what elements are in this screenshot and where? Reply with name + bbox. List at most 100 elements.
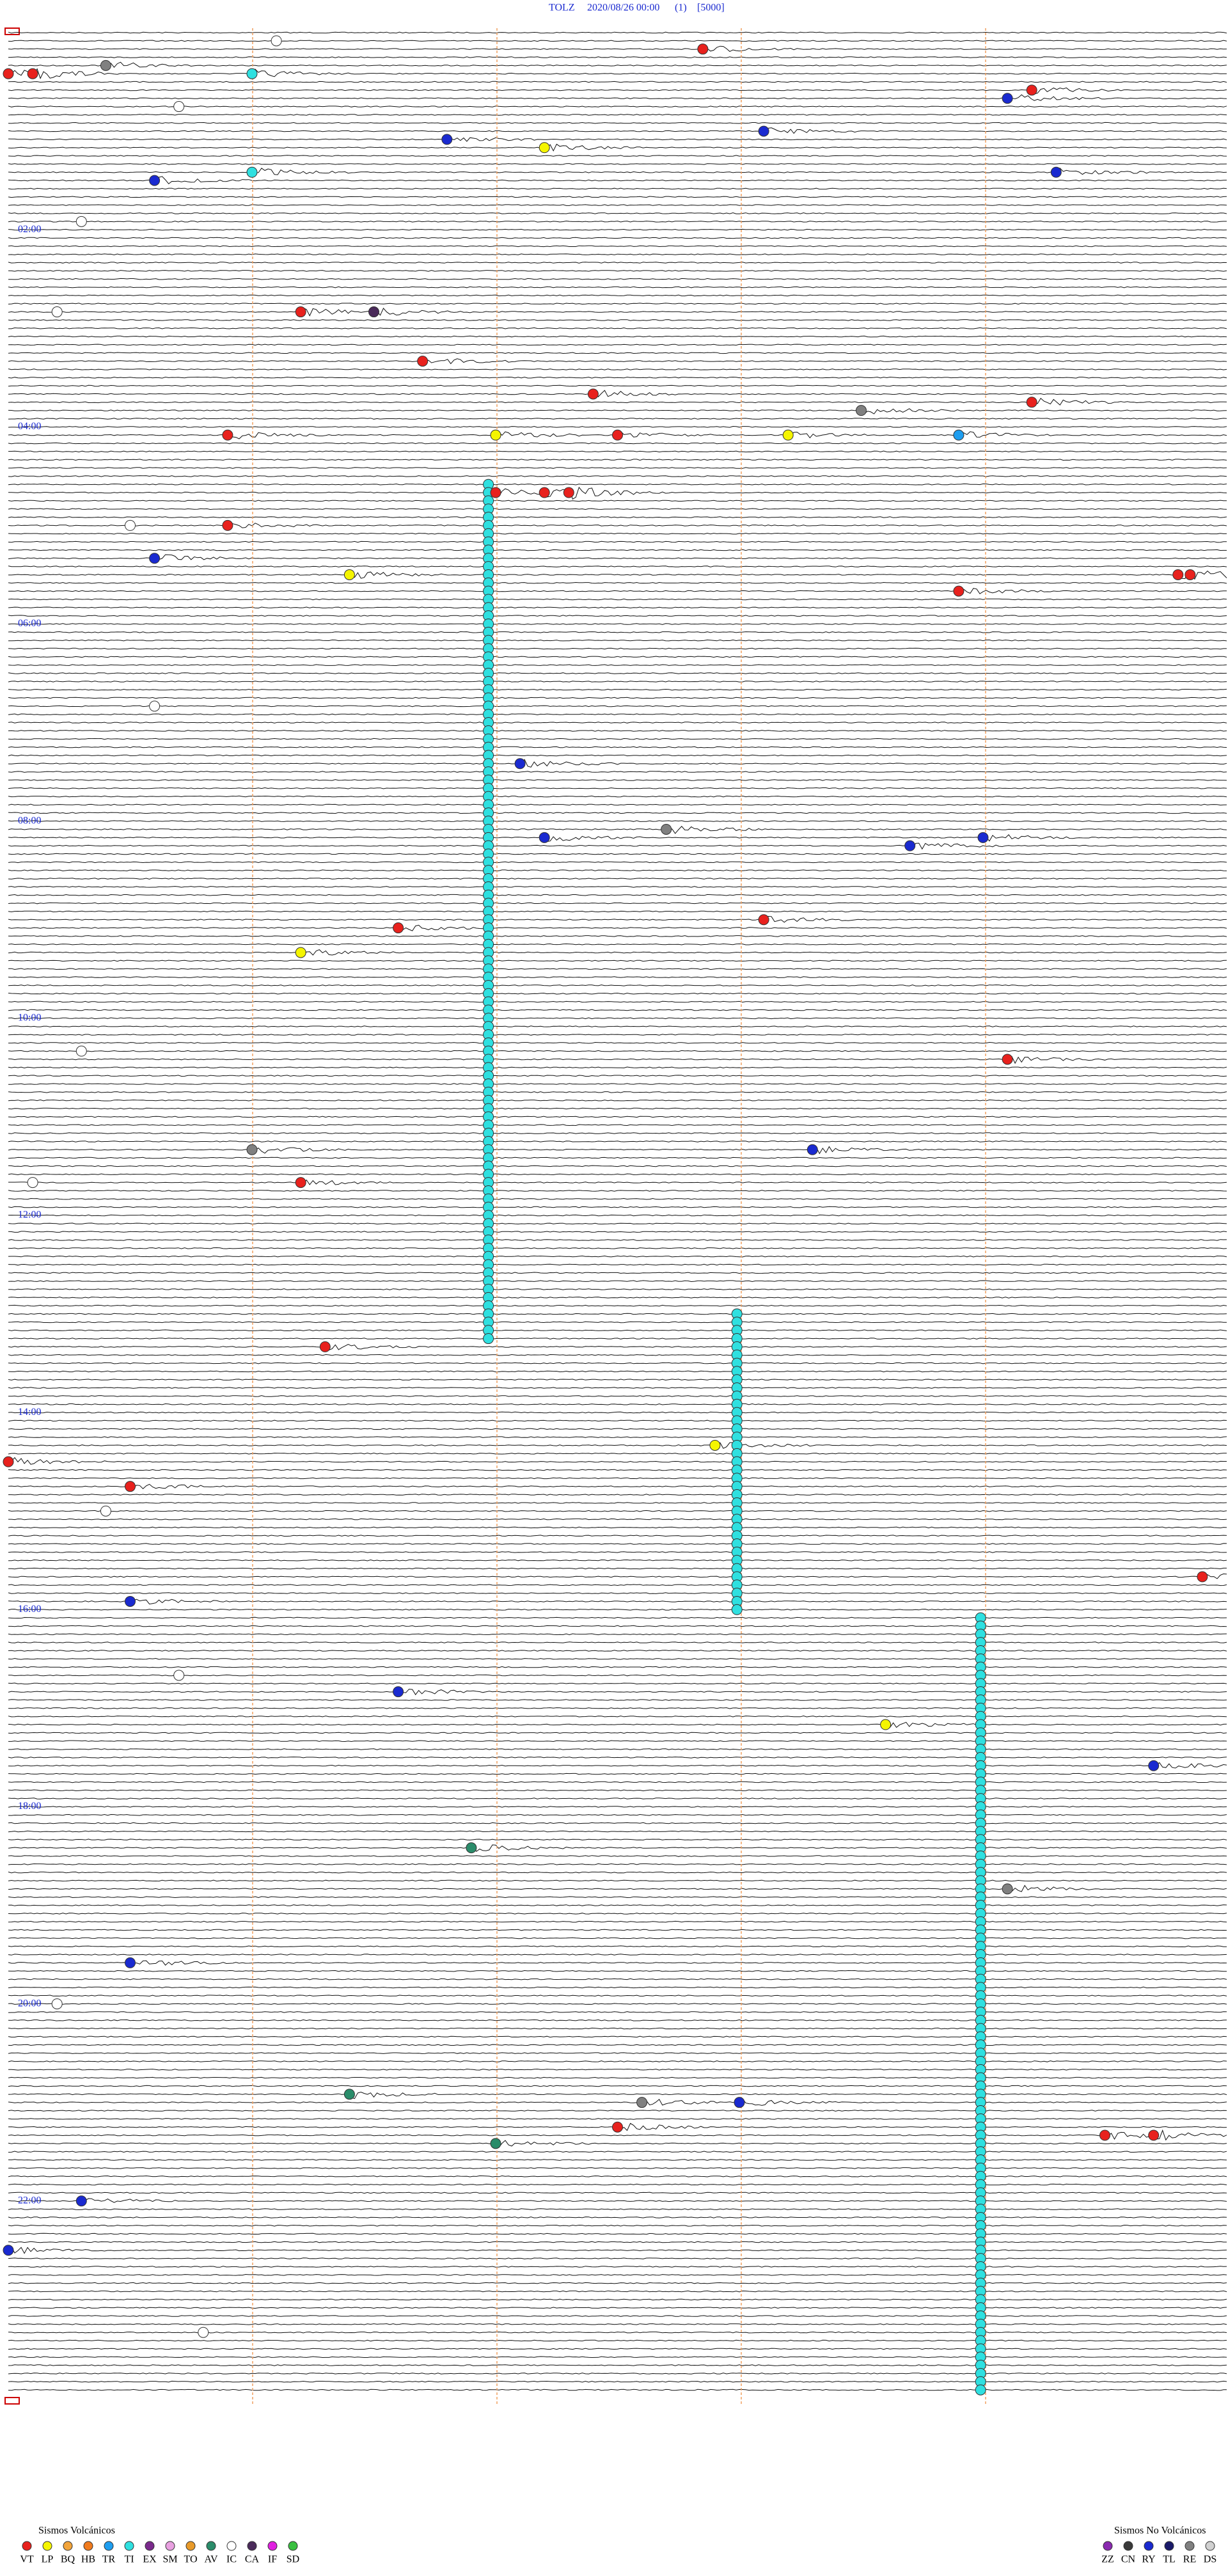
trace xyxy=(8,1502,1227,1504)
trace xyxy=(8,1017,1227,1020)
hour-label: 14:00 xyxy=(18,1407,41,1418)
trace xyxy=(8,1403,1227,1405)
trace xyxy=(8,2068,1227,2071)
trace xyxy=(8,820,1227,822)
legend-code: SM xyxy=(162,2554,177,2565)
trace xyxy=(8,1978,1227,1980)
legend-code: AV xyxy=(204,2554,217,2565)
trace xyxy=(8,1157,1227,1159)
event-mark xyxy=(368,306,379,318)
trace xyxy=(8,286,1227,288)
hour-label: 20:00 xyxy=(18,1998,41,2009)
legend-swatch xyxy=(1103,2541,1113,2551)
trace xyxy=(8,2151,1227,2153)
scale: [5000] xyxy=(697,3,725,13)
trace xyxy=(8,1214,1227,1217)
trace xyxy=(8,1830,1227,1833)
trace xyxy=(8,1083,1227,1085)
event-mark xyxy=(3,2245,14,2256)
trace xyxy=(8,31,1227,34)
trace xyxy=(8,1091,1227,1093)
trace xyxy=(8,2192,1227,2194)
event-mark xyxy=(222,429,233,441)
trace xyxy=(8,1567,1227,1570)
trace xyxy=(8,2011,1227,2013)
event-mark xyxy=(734,2097,745,2108)
event-mark xyxy=(125,1595,136,1607)
legend-code: SD xyxy=(287,2554,299,2565)
trace xyxy=(8,1411,1227,1414)
guides: 02:00 04:00 06:00 08:00 10:00 12:00 14:00 16:00… xyxy=(18,28,986,2405)
trace xyxy=(8,56,1227,58)
trace xyxy=(8,2364,1227,2366)
channel: (1) xyxy=(675,3,687,13)
event-mark xyxy=(977,832,989,843)
trace xyxy=(8,826,1227,834)
trace xyxy=(8,1608,1227,1611)
trace xyxy=(8,2118,1227,2120)
trace xyxy=(8,1573,1227,1580)
trace xyxy=(8,1124,1227,1126)
trace xyxy=(8,681,1227,683)
trace xyxy=(8,1551,1227,1553)
datetime: 2020/08/26 00:00 xyxy=(587,3,659,13)
trace xyxy=(8,943,1227,945)
trace xyxy=(8,483,1227,486)
trace xyxy=(8,1436,1227,1438)
event-mark xyxy=(222,519,233,531)
trace xyxy=(8,722,1227,723)
trace xyxy=(8,1748,1227,1750)
trace xyxy=(8,960,1227,962)
event-mark xyxy=(563,487,574,498)
event-mark xyxy=(612,2121,623,2133)
legend-code: DS xyxy=(1204,2554,1216,2565)
trace xyxy=(8,2307,1227,2309)
trace xyxy=(8,87,1227,95)
trace xyxy=(8,516,1227,518)
trace xyxy=(8,672,1227,674)
trace xyxy=(8,1239,1227,1241)
legend-code: TL xyxy=(1163,2554,1176,2565)
event-mark xyxy=(343,2089,355,2100)
trace xyxy=(8,303,1227,305)
event-mark xyxy=(198,2327,209,2338)
hour-label: 02:00 xyxy=(18,224,41,235)
trace xyxy=(8,344,1227,346)
trace xyxy=(8,705,1227,707)
trace xyxy=(8,1904,1227,1906)
trace xyxy=(8,358,1227,365)
trace xyxy=(8,1879,1227,1882)
trace xyxy=(8,245,1227,248)
trace xyxy=(8,2019,1227,2021)
trace xyxy=(8,270,1227,272)
hour-label: 12:00 xyxy=(18,1210,41,1221)
trace xyxy=(8,1674,1227,1677)
trace xyxy=(8,1313,1227,1315)
legend-swatch xyxy=(165,2541,175,2551)
trace xyxy=(8,565,1227,567)
event-mark xyxy=(173,1670,185,1681)
trace xyxy=(8,1757,1227,1758)
hour-label: 22:00 xyxy=(18,2195,41,2206)
trace xyxy=(8,1920,1227,1923)
trace xyxy=(8,137,1227,142)
trace xyxy=(8,68,1227,79)
trace xyxy=(8,1288,1227,1290)
trace xyxy=(8,1682,1227,1685)
trace xyxy=(8,834,1227,842)
trace xyxy=(8,1641,1227,1643)
trace xyxy=(8,475,1227,477)
trace xyxy=(8,262,1227,264)
event-mark xyxy=(75,216,87,227)
trace xyxy=(8,1197,1227,1200)
trace xyxy=(8,327,1227,329)
trace xyxy=(8,984,1227,986)
trace xyxy=(8,754,1227,757)
trace xyxy=(8,1715,1227,1718)
event-mark xyxy=(125,519,136,531)
events xyxy=(3,35,1208,2396)
trace xyxy=(8,278,1227,280)
trace xyxy=(8,1338,1227,1339)
trace xyxy=(8,319,1227,321)
event-mark xyxy=(1002,93,1013,104)
